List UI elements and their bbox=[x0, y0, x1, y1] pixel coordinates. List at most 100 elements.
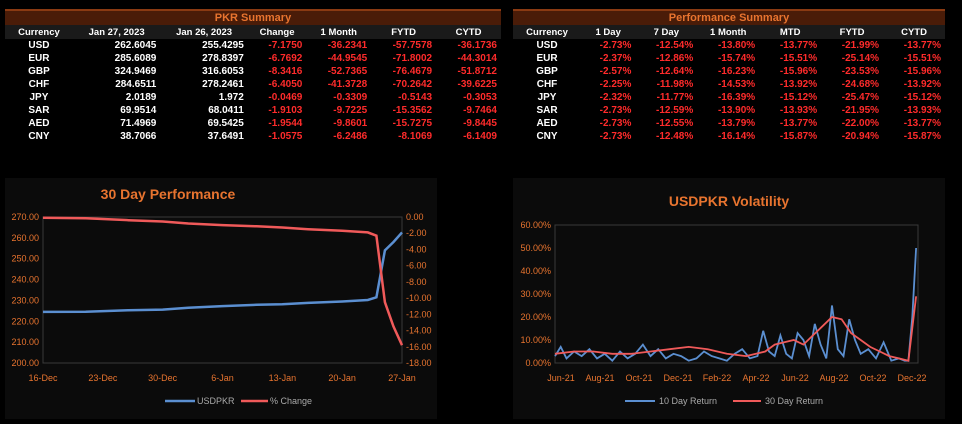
table-row: SAR 69.9514 68.0411 -1.9103 -9.7225 -15.3562 -… bbox=[5, 104, 501, 117]
column-header: Currency bbox=[526, 26, 568, 38]
value-cell: -2.37% bbox=[599, 53, 632, 64]
currency-cell: JPY bbox=[537, 92, 557, 103]
table-row: GBP 324.9469 316.6053 -8.3416 -52.7365 -76.46… bbox=[5, 65, 501, 78]
value-cell: -15.96% bbox=[903, 66, 941, 77]
y-tick-label: 50.00% bbox=[520, 243, 551, 253]
value-cell: -11.77% bbox=[656, 92, 694, 103]
table-row: USD 262.6045 255.4295 -7.1750 -36.2341 -57.75… bbox=[5, 39, 501, 52]
value-cell: -16.14% bbox=[717, 131, 756, 142]
value-cell: -13.93% bbox=[779, 105, 818, 116]
value-cell: -14.53% bbox=[717, 79, 756, 90]
value-cell: -2.57% bbox=[599, 66, 632, 77]
y-tick-label-right: -16.00 bbox=[406, 342, 432, 352]
value-cell: -12.54% bbox=[656, 40, 694, 51]
value-cell: -12.55% bbox=[656, 118, 694, 129]
table-row: CNY 38.7066 37.6491 -1.0575 -6.2486 -8.1069 -6… bbox=[5, 130, 501, 143]
chart-title: 30 Day Performance bbox=[101, 186, 236, 202]
y-tick-label-right: 0.00 bbox=[406, 212, 424, 222]
value-cell: -44.3014 bbox=[457, 53, 497, 64]
x-tick-label: 23-Dec bbox=[88, 373, 118, 383]
x-tick-label: Apr-22 bbox=[742, 373, 769, 383]
value-cell: 69.5425 bbox=[207, 118, 244, 129]
value-cell: -36.2341 bbox=[327, 40, 368, 51]
y-tick-label-left: 220.00 bbox=[11, 316, 39, 326]
value-cell: 262.6045 bbox=[114, 40, 157, 51]
value-cell: 278.2461 bbox=[202, 79, 244, 90]
value-cell: -13.77% bbox=[903, 40, 941, 51]
value-cell: -51.8712 bbox=[457, 66, 497, 77]
value-cell: -16.23% bbox=[717, 66, 756, 77]
value-cell: -13.77% bbox=[779, 118, 818, 129]
column-header: FYTD bbox=[391, 26, 417, 38]
y-tick-label: 30.00% bbox=[520, 289, 551, 299]
value-cell: -12.59% bbox=[656, 105, 694, 116]
value-cell: -2.73% bbox=[599, 40, 632, 51]
pkr-summary-banner: PKR Summary bbox=[5, 9, 501, 26]
column-header: Jan 26, 2023 bbox=[176, 26, 233, 38]
table-row: JPY -2.32% -11.77% -16.39% -15.12% -25.47% -15… bbox=[513, 91, 945, 104]
value-cell: 69.9514 bbox=[120, 105, 157, 116]
value-cell: -6.4050 bbox=[268, 79, 303, 90]
value-cell: -2.32% bbox=[599, 92, 632, 103]
value-cell: -2.73% bbox=[599, 105, 632, 116]
value-cell: 71.4969 bbox=[120, 118, 157, 129]
y-tick-label: 20.00% bbox=[520, 312, 551, 322]
column-header: FYTD bbox=[839, 26, 865, 38]
value-cell: -9.7225 bbox=[333, 105, 368, 116]
y-tick-label-right: -4.00 bbox=[406, 244, 427, 254]
value-cell: -76.4679 bbox=[392, 66, 433, 77]
value-cell: -1.9544 bbox=[268, 118, 303, 129]
currency-cell: CHF bbox=[28, 79, 50, 90]
y-tick-label-left: 210.00 bbox=[11, 337, 39, 347]
series-line-usdpkr bbox=[42, 231, 403, 314]
value-cell: -2.73% bbox=[599, 118, 632, 129]
performance-summary-title: Performance Summary bbox=[668, 12, 790, 24]
currency-cell: AED bbox=[536, 118, 558, 129]
series-line--change bbox=[42, 216, 404, 346]
column-header: 1 Day bbox=[595, 26, 621, 38]
value-cell: -13.92% bbox=[779, 79, 818, 90]
performance-summary-header-row: Currency 1 Day 7 Day 1 Month MTD FYTD CYTD bbox=[513, 25, 945, 39]
value-cell: -15.51% bbox=[779, 53, 818, 64]
currency-cell: SAR bbox=[536, 105, 558, 116]
y-tick-label-left: 200.00 bbox=[11, 358, 39, 368]
value-cell: -15.3562 bbox=[392, 105, 433, 116]
currency-cell: EUR bbox=[28, 53, 50, 64]
value-cell: -0.3309 bbox=[333, 92, 368, 103]
legend-label: USDPKR bbox=[197, 396, 235, 406]
value-cell: -52.7365 bbox=[327, 66, 368, 77]
x-tick-label: Oct-22 bbox=[859, 373, 886, 383]
series-line-30-day-return bbox=[554, 296, 917, 362]
currency-cell: CHF bbox=[536, 79, 558, 90]
value-cell: -1.9103 bbox=[268, 105, 303, 116]
value-cell: -24.68% bbox=[841, 79, 880, 90]
value-cell: -0.3053 bbox=[463, 92, 497, 103]
value-cell: -20.94% bbox=[841, 131, 880, 142]
value-cell: -2.73% bbox=[599, 131, 632, 142]
legend-label: % Change bbox=[270, 396, 312, 406]
value-cell: 38.7066 bbox=[120, 131, 157, 142]
x-tick-label: 6-Jan bbox=[211, 373, 234, 383]
performance-summary-banner: Performance Summary bbox=[513, 9, 945, 26]
legend-label: 30 Day Return bbox=[765, 396, 823, 406]
value-cell: -13.77% bbox=[779, 40, 818, 51]
value-cell: 37.6491 bbox=[207, 131, 244, 142]
column-header: CYTD bbox=[455, 26, 482, 38]
table-row: EUR -2.37% -12.86% -15.74% -15.51% -25.14% -15… bbox=[513, 52, 945, 65]
value-cell: -2.25% bbox=[599, 79, 632, 90]
table-row: AED -2.73% -12.55% -13.79% -13.77% -22.00% -13… bbox=[513, 117, 945, 130]
chart-usdpkr-volatility: USDPKR Volatility 0.00% 10.00% 20.00% 30.00%… bbox=[520, 193, 926, 406]
value-cell: 316.6053 bbox=[202, 66, 244, 77]
value-cell: -6.7692 bbox=[268, 53, 303, 64]
performance-summary-table: Currency 1 Day 7 Day 1 Month MTD FYTD CYTD USD… bbox=[513, 25, 945, 143]
x-tick-label: Jun-21 bbox=[547, 373, 575, 383]
value-cell: -44.9545 bbox=[327, 53, 368, 64]
y-tick-label: 40.00% bbox=[520, 266, 551, 276]
y-tick-label: 60.00% bbox=[520, 220, 551, 230]
value-cell: -15.12% bbox=[779, 92, 818, 103]
value-cell: -13.80% bbox=[717, 40, 756, 51]
x-tick-label: 20-Jan bbox=[328, 373, 356, 383]
value-cell: -13.90% bbox=[717, 105, 756, 116]
value-cell: -25.47% bbox=[841, 92, 880, 103]
value-cell: 324.9469 bbox=[114, 66, 157, 77]
